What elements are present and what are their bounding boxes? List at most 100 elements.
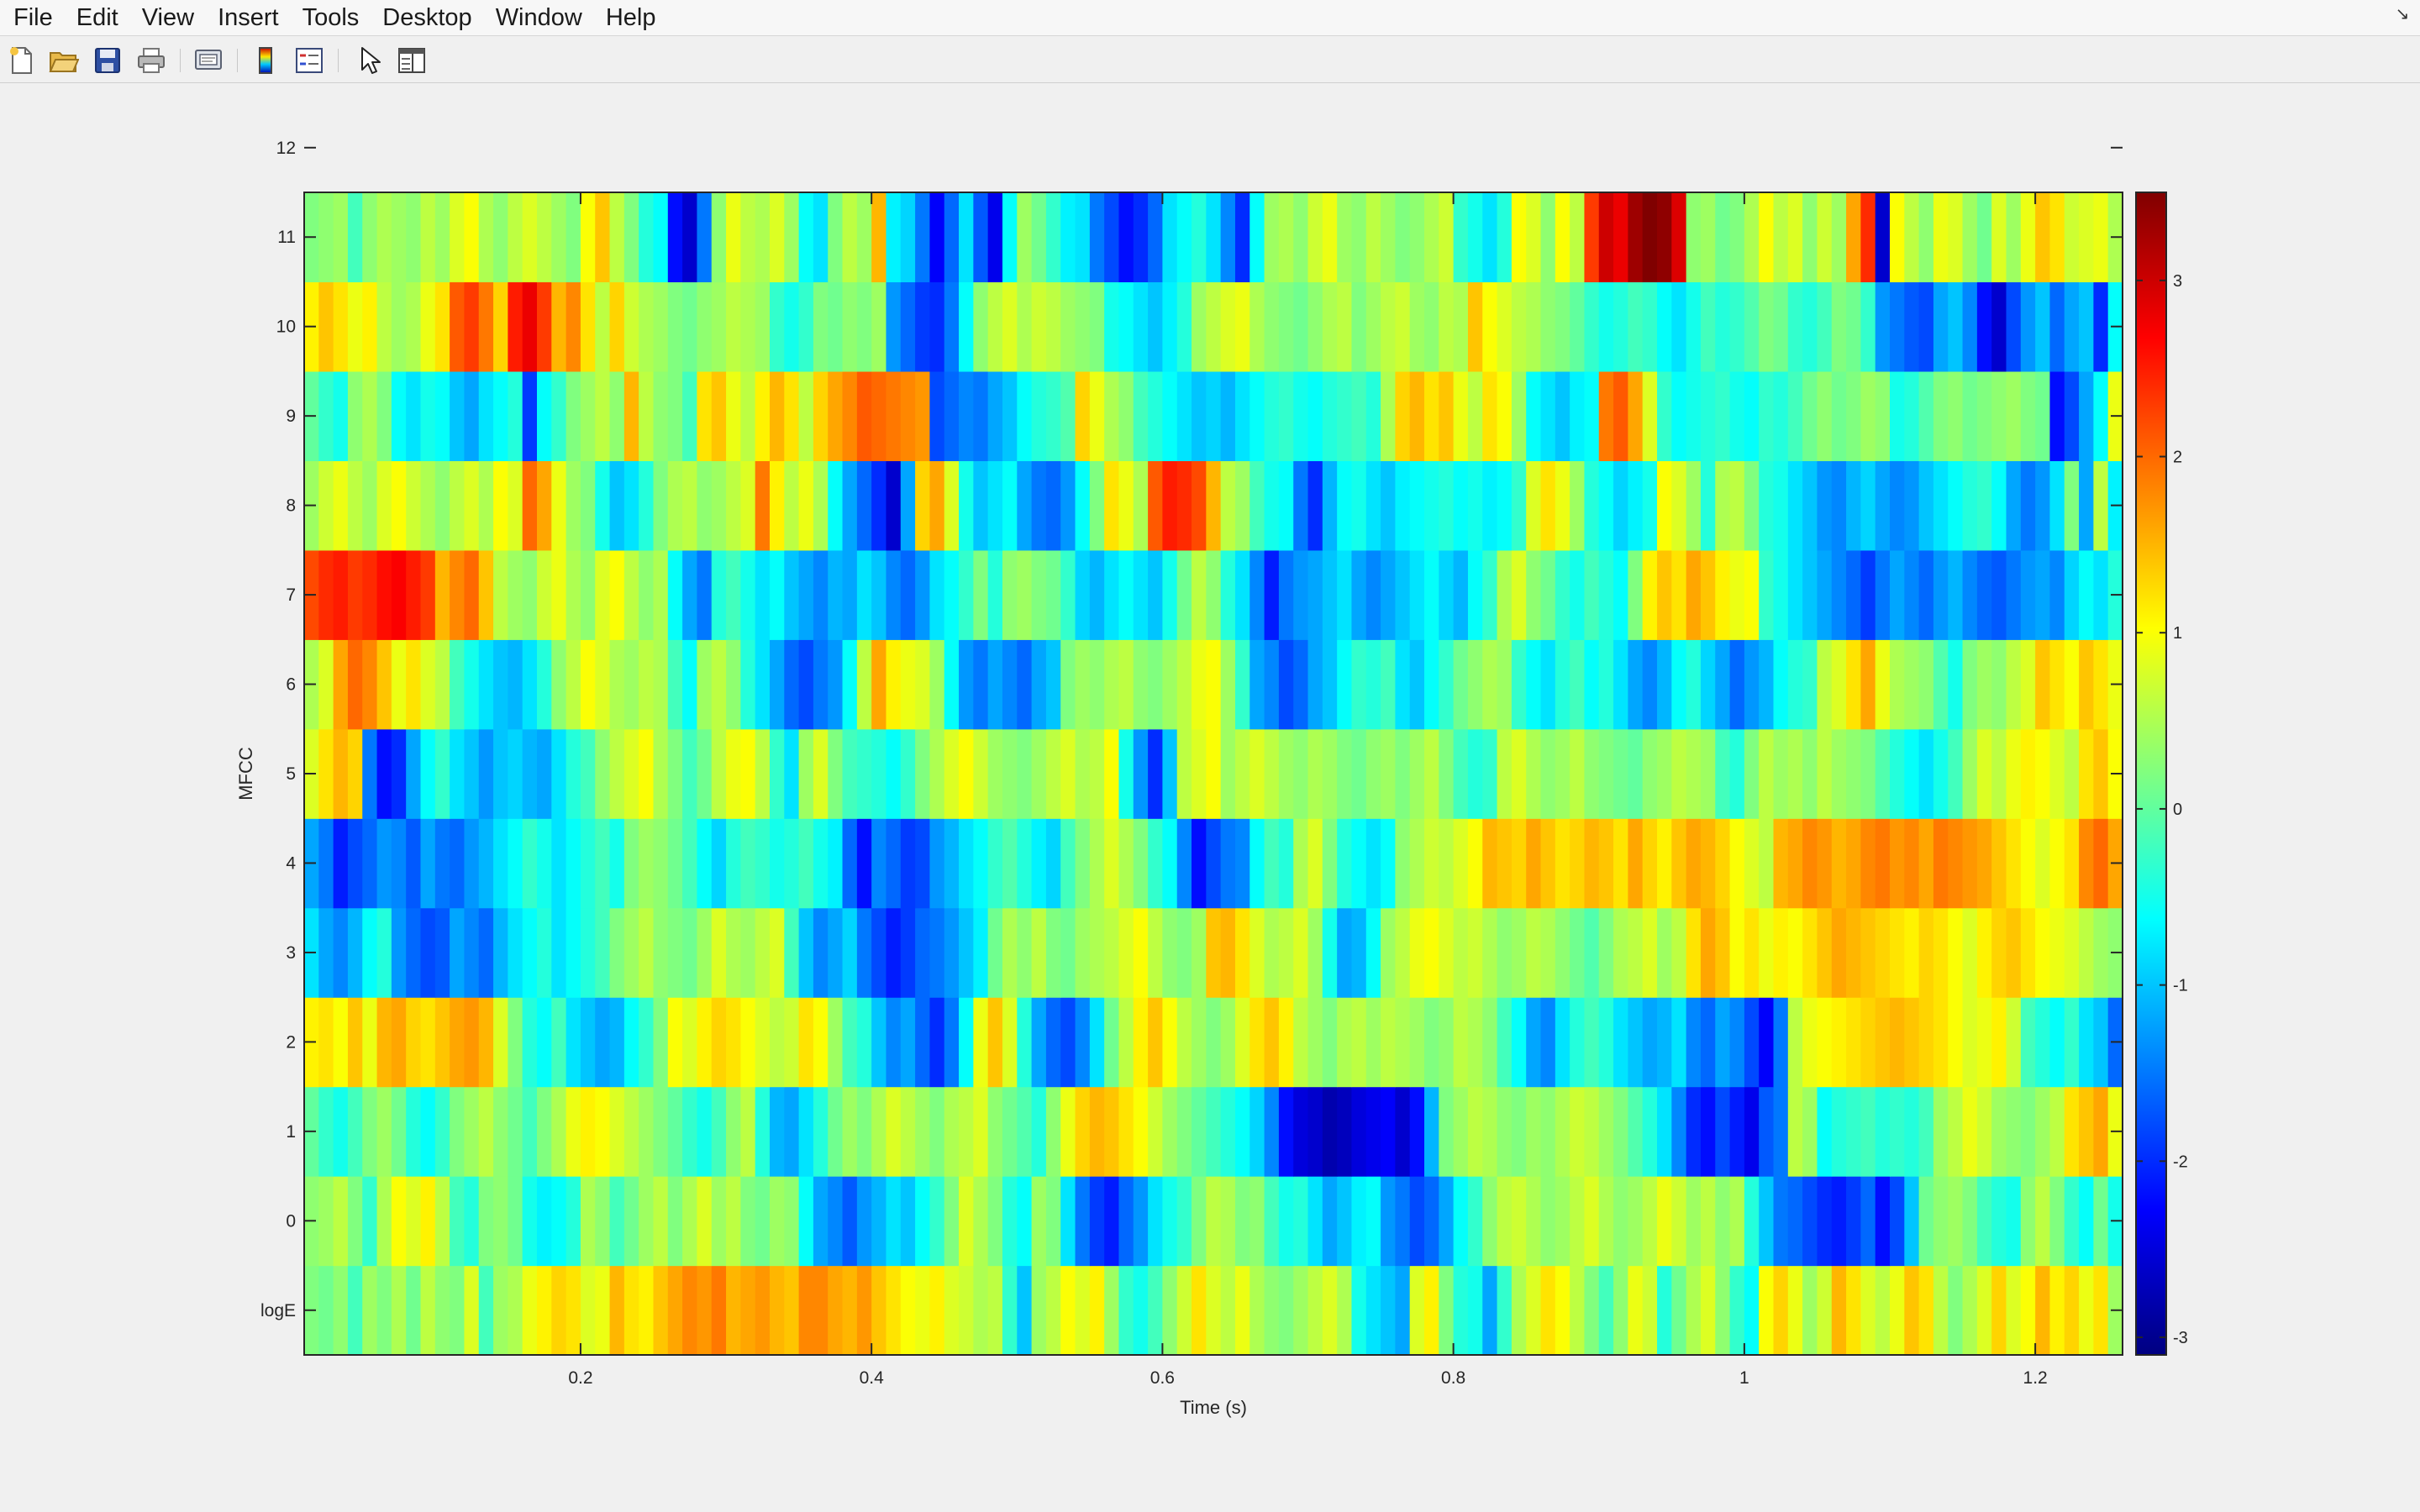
menu-edit[interactable]: Edit [76,4,118,31]
heatmap-cell [813,907,829,998]
heatmap-cell [944,1176,960,1267]
heatmap-cell [609,639,625,730]
print-icon[interactable] [134,44,168,77]
heatmap-cell [1526,907,1542,998]
heatmap-cell [580,549,596,640]
heatmap-cell [1890,639,1905,730]
heatmap-cell [697,460,713,551]
heatmap-cell [987,370,1003,461]
heatmap-cell [2049,549,2065,640]
heatmap-cell [1162,549,1178,640]
heatmap-cell [2020,997,2036,1088]
heatmap-cell [769,460,785,551]
select-arrow-icon[interactable] [353,44,387,77]
menu-window[interactable]: Window [495,4,582,31]
undock-figure-icon[interactable]: ↘ [2395,5,2410,24]
heatmap-cell [1060,818,1076,909]
new-figure-icon[interactable] [5,44,39,77]
menu-insert[interactable]: Insert [218,4,279,31]
heatmap-cell [1890,281,1905,372]
menu-file[interactable]: File [13,4,53,31]
heatmap-cell [1787,728,1803,819]
insert-legend-icon[interactable] [292,44,326,77]
heatmap-cell [915,907,931,998]
heatmap-cell [1787,1176,1803,1267]
open-file-icon[interactable] [47,44,81,77]
heatmap-cell [1526,1176,1542,1267]
heatmap-cell [1933,997,1949,1088]
heatmap-cell [623,728,639,819]
heatmap-cell [726,549,741,640]
heatmap-cell [1860,728,1876,819]
heatmap-cell [1918,1086,1934,1177]
heatmap-cell [915,192,931,283]
heatmap-cell [2006,907,2022,998]
heatmap-cell [623,639,639,730]
property-editor-icon[interactable] [395,44,429,77]
heatmap-cell [1031,192,1047,283]
heatmap-cell [1467,1265,1483,1356]
heatmap-cell [726,460,741,551]
heatmap-cell [1424,818,1439,909]
heatmap-cell [362,460,378,551]
heatmap-cell [1540,460,1556,551]
heatmap-cell [798,907,814,998]
heatmap-cell [1002,1086,1018,1177]
heatmap-cell [1395,460,1411,551]
save-icon[interactable] [91,44,124,77]
heatmap-cell [1395,281,1411,372]
menu-view[interactable]: View [141,4,195,31]
heatmap-cell [1991,1086,2007,1177]
menu-tools[interactable]: Tools [302,4,360,31]
heatmap-cell [1017,997,1033,1088]
menu-help[interactable]: Help [605,4,656,31]
heatmap-cell [1206,1176,1222,1267]
heatmap-cell [347,549,363,640]
heatmap-cell [2093,639,2109,730]
heatmap-cell [1628,1176,1644,1267]
heatmap-cell [1744,907,1760,998]
y-tick-label: 6 [286,675,296,695]
heatmap-cell [1409,818,1425,909]
heatmap-cell [1031,1086,1047,1177]
heatmap-cell [508,460,523,551]
heatmap-cell [959,728,974,819]
heatmap-cell [609,818,625,909]
heatmap-cell [755,997,771,1088]
heatmap-cell [1933,460,1949,551]
heatmap-cell [1307,281,1323,372]
heatmap-cell [391,1176,407,1267]
heatmap-cell [2079,192,2094,283]
heatmap-cell [755,1086,771,1177]
heatmap-cell [434,549,450,640]
heatmap-cell [900,460,916,551]
heatmap-cell [508,728,523,819]
heatmap-cell [536,728,552,819]
heatmap-cell [697,907,713,998]
heatmap-cell [1381,907,1396,998]
heatmap-cell [1831,1176,1847,1267]
heatmap-cell [929,818,945,909]
heatmap-cell [406,1176,422,1267]
heatmap-cell [1075,997,1091,1088]
heatmap-cell [2093,549,2109,640]
menu-desktop[interactable]: Desktop [382,4,472,31]
heatmap-cell [1249,460,1265,551]
heatmap-cell [1831,192,1847,283]
heatmap-cell [1453,997,1469,1088]
insert-colorbar-icon[interactable] [249,44,282,77]
heatmap-cell [1598,1086,1614,1177]
heatmap-cell [1409,639,1425,730]
heatmap-cell [566,370,581,461]
heatmap-cell [1802,1176,1818,1267]
heatmap-cell [1133,192,1149,283]
heatmap-cell [1307,192,1323,283]
heatmap-cell [1381,818,1396,909]
heatmap-cell [362,1086,378,1177]
heatmap-cell [1467,1086,1483,1177]
print-preview-icon[interactable] [192,44,225,77]
figure-canvas[interactable]: 0.2 0.4 0.6 0.8 1 1.2 logE 0 1 2 3 4 5 6 7 8 9 10 11 12 Ti… [0,83,2420,1512]
heatmap-cell [1759,818,1775,909]
colorbar[interactable] [2135,192,2167,1356]
